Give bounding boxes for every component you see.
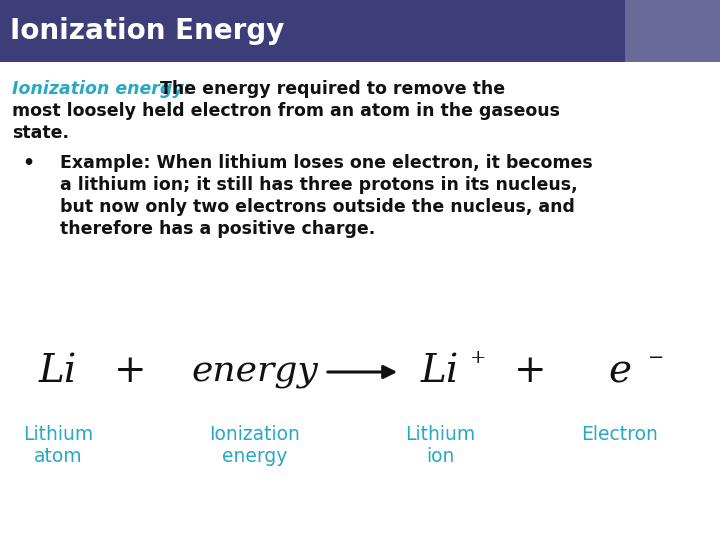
Text: Li: Li (39, 354, 77, 390)
Text: Ionization energy:: Ionization energy: (12, 80, 191, 98)
Text: Ionization
energy: Ionization energy (210, 425, 300, 466)
Text: +: + (470, 349, 487, 367)
Text: most loosely held electron from an atom in the gaseous: most loosely held electron from an atom … (12, 102, 560, 120)
Text: Example: When lithium loses one electron, it becomes: Example: When lithium loses one electron… (60, 154, 593, 172)
Text: Lithium
atom: Lithium atom (23, 425, 93, 466)
Text: −: − (648, 349, 665, 367)
Bar (625, 0, 720, 62)
Text: a lithium ion; it still has three protons in its nucleus,: a lithium ion; it still has three proton… (60, 176, 577, 194)
Text: Lithium
ion: Lithium ion (405, 425, 475, 466)
Text: Electron: Electron (582, 425, 658, 444)
Text: Li: Li (421, 354, 459, 390)
Text: +: + (513, 354, 546, 390)
Text: energy: energy (192, 355, 318, 389)
Text: e: e (608, 354, 631, 390)
Text: •: • (22, 154, 34, 173)
Text: state.: state. (12, 124, 69, 142)
Text: The energy required to remove the: The energy required to remove the (160, 80, 505, 98)
Text: +: + (114, 354, 146, 390)
Text: therefore has a positive charge.: therefore has a positive charge. (60, 220, 375, 238)
Text: Ionization Energy: Ionization Energy (10, 17, 284, 45)
Bar (0, 0, 720, 62)
Text: but now only two electrons outside the nucleus, and: but now only two electrons outside the n… (60, 198, 575, 216)
